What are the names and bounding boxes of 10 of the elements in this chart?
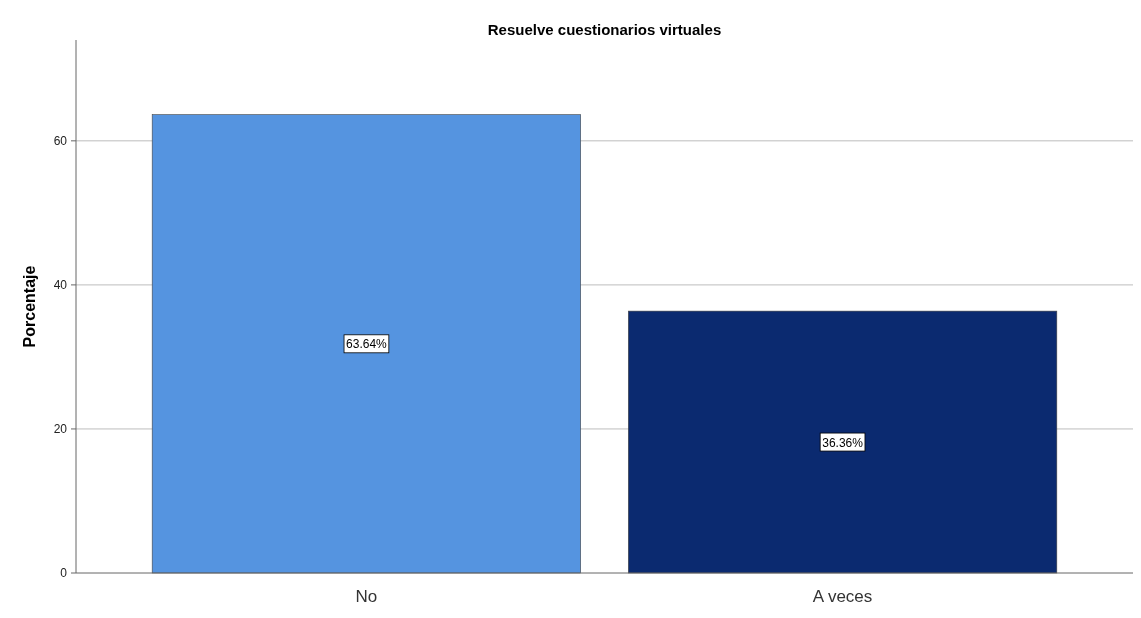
data-label: 36.36% bbox=[822, 435, 864, 450]
y-tick-label: 20 bbox=[53, 421, 68, 436]
chart-title: Resuelve cuestionarios virtuales bbox=[487, 21, 722, 38]
y-tick-label: 40 bbox=[53, 277, 68, 292]
y-axis-title: Porcentaje bbox=[21, 265, 38, 348]
data-label: 63.64% bbox=[346, 337, 388, 352]
y-tick-label: 60 bbox=[53, 133, 68, 148]
x-tick-label: No bbox=[355, 587, 378, 606]
x-tick-label: A veces bbox=[812, 587, 873, 606]
y-tick-label: 0 bbox=[60, 566, 68, 580]
